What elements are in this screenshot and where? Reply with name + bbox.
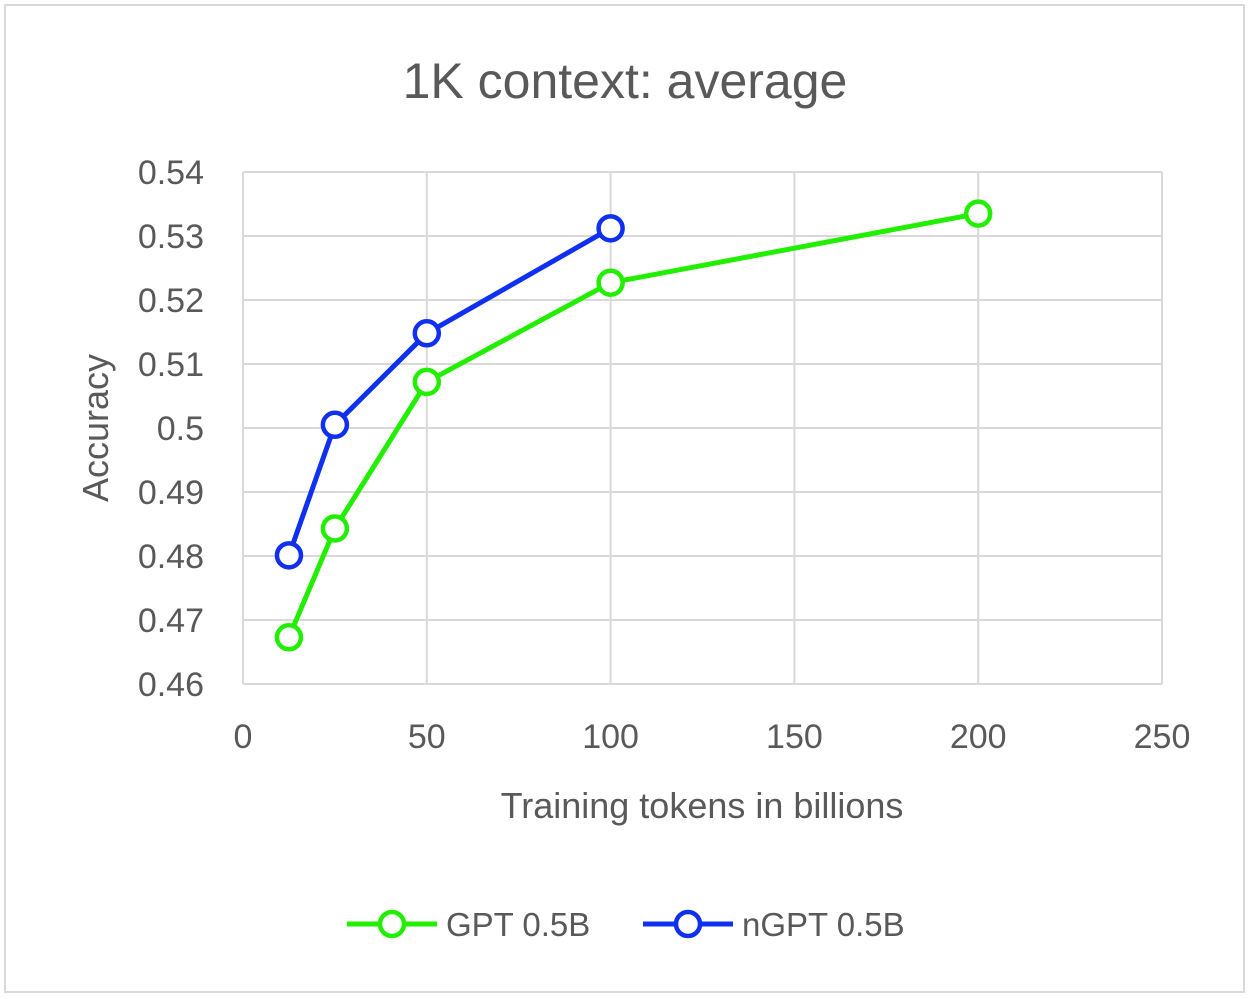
x-axis-title: Training tokens in billions — [501, 785, 904, 826]
x-tick-label: 100 — [582, 718, 639, 756]
legend-label: nGPT 0.5B — [742, 906, 905, 943]
gridlines — [242, 171, 1163, 685]
x-tick-labels: 0 50 100 150 200 250 — [234, 718, 1191, 756]
x-tick-label: 0 — [234, 718, 253, 756]
legend-marker — [673, 909, 703, 939]
x-tick-label: 150 — [766, 718, 823, 756]
y-tick-label: 0.49 — [138, 474, 204, 512]
y-tick-label: 0.5 — [157, 410, 204, 448]
y-tick-label: 0.48 — [138, 538, 204, 576]
x-tick-label: 200 — [950, 718, 1007, 756]
legend: GPT 0.5B nGPT 0.5B — [347, 906, 905, 943]
data-point — [963, 199, 993, 228]
legend-marker — [377, 909, 407, 939]
data-point — [320, 514, 350, 543]
data-point — [596, 268, 625, 297]
data-point — [412, 319, 442, 348]
data-point — [274, 541, 304, 570]
x-tick-label: 250 — [1134, 718, 1191, 756]
y-tick-label: 0.51 — [138, 346, 204, 384]
y-tick-label: 0.54 — [138, 154, 204, 192]
series-group — [274, 199, 993, 652]
data-point — [320, 410, 350, 440]
series-line-ngpt-0-5b — [286, 226, 612, 557]
data-point — [412, 367, 442, 397]
chart-title: 1K context: average — [403, 53, 848, 109]
y-tick-labels: 0.46 0.47 0.48 0.49 0.5 0.51 0.52 0.53 0.54 — [138, 154, 204, 704]
y-tick-label: 0.47 — [138, 602, 204, 640]
x-tick-label: 50 — [408, 718, 446, 756]
chart-frame — [4, 4, 1245, 993]
y-tick-label: 0.53 — [138, 218, 204, 256]
data-point — [274, 623, 304, 652]
legend-label: GPT 0.5B — [446, 906, 590, 943]
y-tick-label: 0.46 — [138, 666, 204, 704]
series-line-gpt-0-5b — [286, 211, 979, 639]
data-point — [596, 214, 625, 243]
y-tick-label: 0.52 — [138, 282, 204, 320]
y-axis-title: Accuracy — [75, 354, 116, 502]
